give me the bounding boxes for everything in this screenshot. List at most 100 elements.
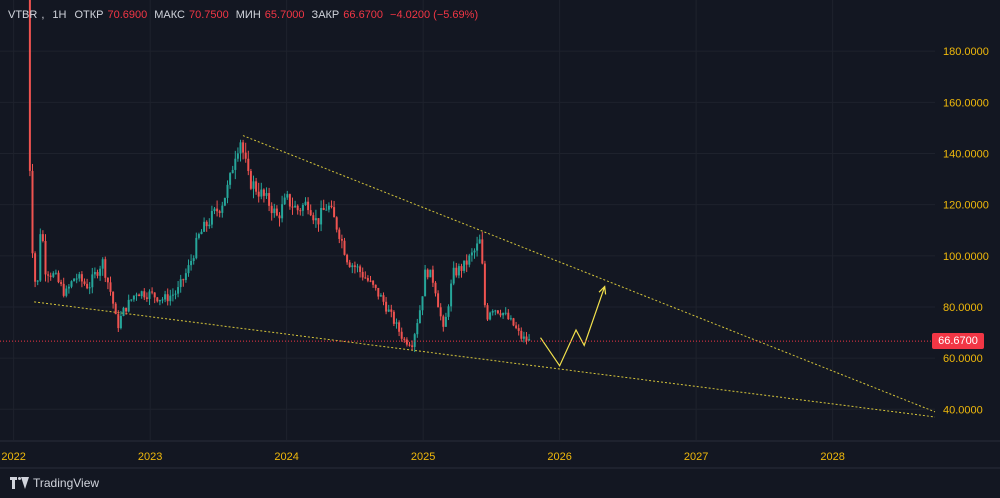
time-tick-label: 2025 [411, 451, 435, 463]
candle [470, 248, 473, 262]
candle [187, 259, 190, 277]
candle [239, 139, 242, 162]
candle [314, 209, 317, 228]
candle [517, 324, 520, 336]
candle [385, 296, 388, 315]
candle [317, 218, 320, 232]
candle [177, 280, 180, 298]
candle [73, 278, 76, 282]
legend-close-value: 66.6700 [343, 9, 384, 21]
candle [164, 290, 167, 303]
candle [499, 309, 502, 318]
candle [333, 200, 336, 218]
candle [395, 318, 398, 329]
price-tick-label: 120.0000 [943, 200, 989, 212]
candle [182, 278, 185, 287]
price-axis[interactable]: 40.0000 60.0000 80.0000 100.0000 120.0000 140… [943, 46, 989, 416]
price-tick-label: 80.0000 [943, 302, 983, 314]
legend-open-label: ОТКР [74, 9, 104, 21]
candle [392, 310, 395, 327]
projection-layer[interactable] [540, 285, 607, 368]
candle [78, 271, 81, 282]
time-tick-label: 2022 [1, 451, 25, 463]
candle [80, 271, 83, 288]
time-tick-label: 2026 [547, 451, 571, 463]
candle [353, 261, 356, 274]
candle [88, 282, 91, 295]
projection-path[interactable] [540, 286, 606, 368]
time-axis[interactable]: 2022 2023 2024 2025 2026 2027 2028 [0, 440, 1000, 469]
upper-trendline[interactable] [242, 135, 936, 413]
candle [143, 288, 146, 301]
candle [104, 256, 107, 283]
candle [359, 264, 362, 278]
candle [296, 204, 299, 215]
candle [190, 254, 193, 271]
candle [494, 309, 497, 316]
candle [525, 332, 528, 345]
candle [343, 237, 346, 256]
last-price-tag: 66.6700 [932, 333, 984, 350]
candle [509, 315, 512, 321]
candle [91, 267, 94, 294]
candle [405, 337, 408, 347]
candle [450, 279, 453, 312]
candle [249, 168, 252, 191]
candle [99, 265, 102, 281]
candle [247, 150, 250, 176]
candle [166, 288, 169, 306]
candle [34, 251, 37, 288]
candle [309, 204, 312, 217]
candle [179, 274, 182, 293]
candle [93, 267, 96, 279]
candle [39, 228, 42, 282]
candle [478, 234, 481, 244]
candle [301, 202, 304, 217]
time-tick-label: 2023 [138, 451, 162, 463]
candle [28, 0, 31, 177]
legend-timeframe[interactable]: 1H [52, 9, 67, 21]
legend-close-label: ЗАКР [311, 9, 340, 21]
tradingview-logo-icon [10, 477, 29, 489]
candle [231, 165, 234, 174]
candle [520, 327, 523, 342]
candle [117, 310, 120, 333]
candle [481, 232, 484, 265]
candle [421, 296, 424, 316]
candle [67, 284, 70, 294]
price-tick-label: 100.0000 [943, 251, 989, 263]
price-tick-label: 180.0000 [943, 46, 989, 58]
candle [463, 260, 466, 274]
candle [429, 269, 432, 278]
candle [320, 200, 323, 232]
legend-symbol[interactable]: VTBR [8, 9, 38, 21]
candle [161, 297, 164, 304]
candle [109, 276, 112, 296]
candle [299, 208, 302, 216]
candle [275, 205, 278, 217]
lower-trendline[interactable] [34, 301, 936, 418]
candle [244, 142, 247, 163]
trendline-layer[interactable] [34, 135, 936, 418]
candle [75, 273, 78, 284]
candle [281, 195, 284, 223]
candle [476, 236, 479, 257]
tradingview-branding[interactable]: TradingView [10, 474, 99, 492]
candle [257, 182, 260, 203]
candle [364, 271, 367, 279]
candle [213, 207, 216, 215]
candle [457, 263, 460, 279]
candle [119, 310, 122, 330]
legend-open-value: 70.6900 [107, 9, 148, 21]
candle [372, 280, 375, 288]
candle [307, 197, 310, 215]
candle [49, 272, 52, 281]
candle [57, 270, 60, 284]
candle [507, 309, 510, 320]
candle [62, 277, 65, 298]
candle [444, 312, 447, 327]
candle [361, 267, 364, 281]
price-tick-label: 160.0000 [943, 97, 989, 109]
